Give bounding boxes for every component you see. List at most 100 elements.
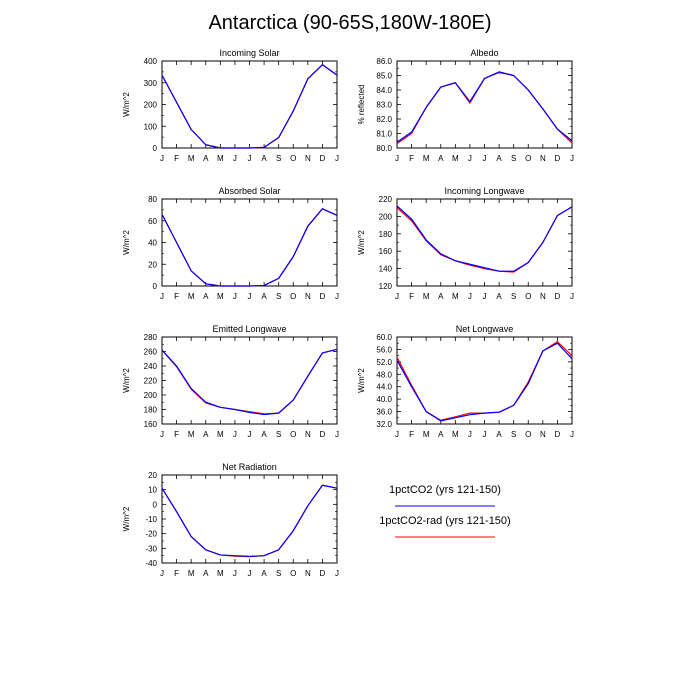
x-tick-label: J [233, 430, 237, 439]
x-tick-label: J [395, 430, 399, 439]
x-tick-label: J [468, 154, 472, 163]
y-tick-label: 260 [144, 348, 158, 357]
x-tick-label: O [525, 154, 531, 163]
y-tick-label: 60 [148, 217, 157, 226]
x-tick-label: S [511, 430, 516, 439]
x-tick-label: A [261, 569, 267, 578]
x-tick-label: J [248, 430, 252, 439]
series-line [161, 208, 338, 287]
x-tick-label: A [438, 430, 444, 439]
x-tick-label: N [305, 430, 311, 439]
panel-title: Albedo [470, 48, 498, 58]
y-tick-label: 60.0 [376, 333, 392, 342]
y-tick-label: 400 [144, 57, 158, 66]
x-tick-label: J [160, 430, 164, 439]
y-tick-label: 32.0 [376, 420, 392, 429]
x-tick-label: D [555, 154, 561, 163]
panel-title: Absorbed Solar [218, 186, 280, 196]
y-tick-label: 48.0 [376, 370, 392, 379]
x-tick-label: F [174, 430, 179, 439]
y-tick-label: 84.0 [376, 86, 392, 95]
y-tick-label: -10 [145, 515, 157, 524]
x-tick-label: J [248, 569, 252, 578]
plot-frame [396, 198, 573, 287]
x-tick-label: F [409, 154, 414, 163]
x-tick-label: M [188, 154, 195, 163]
y-tick-label: 200 [144, 391, 158, 400]
y-tick-label: -30 [145, 544, 157, 553]
x-tick-label: J [570, 430, 574, 439]
x-tick-label: M [423, 154, 430, 163]
x-tick-label: N [305, 569, 311, 578]
x-tick-label: A [261, 430, 267, 439]
x-tick-label: J [248, 292, 252, 301]
series-line [161, 484, 338, 558]
x-tick-label: N [540, 430, 546, 439]
y-tick-label: 82.0 [376, 115, 392, 124]
legend-label: 1pctCO2 (yrs 121-150) [389, 484, 501, 496]
x-tick-label: M [217, 430, 224, 439]
x-tick-label: O [290, 292, 296, 301]
x-tick-label: A [203, 569, 209, 578]
y-tick-label: -40 [145, 559, 157, 568]
x-tick-label: A [438, 292, 444, 301]
x-tick-label: A [203, 430, 209, 439]
y-axis-label: W/m^2 [357, 368, 366, 393]
panel-title: Incoming Solar [219, 48, 279, 58]
y-tick-label: 280 [144, 333, 158, 342]
x-tick-label: J [335, 154, 339, 163]
x-tick-label: F [174, 292, 179, 301]
x-tick-label: F [409, 430, 414, 439]
x-tick-label: S [511, 154, 516, 163]
x-tick-label: J [570, 292, 574, 301]
x-tick-label: J [335, 292, 339, 301]
series-line [161, 348, 338, 416]
y-tick-label: 240 [144, 362, 158, 371]
x-tick-label: J [468, 292, 472, 301]
y-axis-label: % reflected [357, 84, 366, 124]
x-tick-label: M [188, 292, 195, 301]
series-line [396, 206, 573, 273]
y-tick-label: -20 [145, 530, 157, 539]
y-tick-label: 44.0 [376, 383, 392, 392]
y-tick-label: 36.0 [376, 408, 392, 417]
series-line [161, 484, 338, 558]
y-tick-label: 0 [153, 144, 158, 153]
panel-title: Net Radiation [222, 462, 277, 472]
y-tick-label: 200 [144, 101, 158, 110]
y-tick-label: 40 [148, 239, 157, 248]
x-tick-label: S [276, 292, 281, 301]
x-tick-label: J [395, 292, 399, 301]
y-axis-label: W/m^2 [122, 506, 131, 531]
y-tick-label: 86.0 [376, 57, 392, 66]
x-tick-label: D [320, 154, 326, 163]
x-tick-label: F [174, 154, 179, 163]
x-tick-label: M [188, 569, 195, 578]
x-tick-label: O [525, 292, 531, 301]
x-tick-label: J [483, 292, 487, 301]
x-tick-label: M [423, 430, 430, 439]
x-tick-label: M [452, 292, 459, 301]
x-tick-label: D [320, 569, 326, 578]
series-line [396, 205, 573, 272]
x-tick-label: J [483, 430, 487, 439]
panel-title: Net Longwave [456, 324, 514, 334]
panel-title: Emitted Longwave [212, 324, 286, 334]
x-tick-label: J [160, 292, 164, 301]
x-tick-label: F [174, 569, 179, 578]
y-tick-label: 80 [148, 195, 157, 204]
y-tick-label: 220 [144, 377, 158, 386]
x-tick-label: M [452, 154, 459, 163]
x-tick-label: A [203, 154, 209, 163]
y-tick-label: 300 [144, 79, 158, 88]
y-tick-label: 85.0 [376, 72, 392, 81]
series-line [161, 64, 338, 149]
x-tick-label: A [496, 154, 502, 163]
y-tick-label: 81.0 [376, 130, 392, 139]
x-tick-label: A [261, 154, 267, 163]
y-axis-label: W/m^2 [357, 230, 366, 255]
x-tick-label: J [248, 154, 252, 163]
